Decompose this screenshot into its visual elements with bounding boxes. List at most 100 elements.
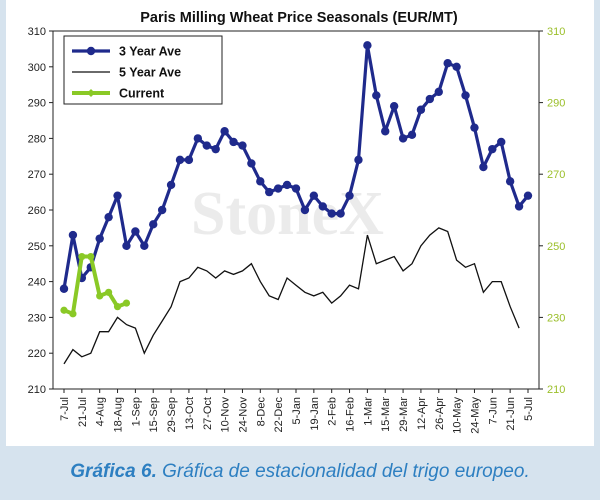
- legend-current-label: Current: [119, 87, 165, 101]
- y-tick-label: 270: [28, 169, 46, 181]
- three-year-ave-point: [104, 212, 113, 222]
- three-year-ave-point: [291, 184, 301, 193]
- x-tick-label: 15-Mar: [380, 397, 392, 432]
- chart-title: Paris Milling Wheat Price Seasonals (EUR…: [140, 10, 458, 26]
- three-year-ave-point: [479, 162, 488, 172]
- series-lines: [59, 41, 533, 365]
- caption-text: Gráfica de estacionalidad del trigo euro…: [162, 461, 530, 482]
- y-tick-label: 210: [28, 384, 46, 396]
- three-year-ave-point: [220, 127, 229, 136]
- three-year-ave-point: [309, 191, 319, 200]
- x-tick-label: 2-Feb: [327, 397, 339, 426]
- three-year-ave-point: [514, 202, 524, 211]
- three-year-ave-point: [282, 180, 292, 190]
- three-year-ave-point: [336, 209, 345, 218]
- legend-three-year-label: 3 Year Ave: [119, 45, 181, 59]
- y2-tick-label: 290: [547, 98, 565, 110]
- three-year-ave-point: [166, 180, 176, 190]
- three-year-ave-point: [363, 41, 372, 50]
- y-tick-label: 260: [28, 205, 46, 217]
- axes: 210 220 230 240 250 260 270 280 290 300 310 210 230 2…: [28, 26, 566, 434]
- x-tick-label: 29-Sep: [166, 397, 178, 432]
- three-year-ave-point: [175, 155, 185, 165]
- legend-three-year-marker: [86, 46, 96, 56]
- current-point: [96, 292, 104, 300]
- three-year-ave-point: [443, 59, 452, 68]
- y-tick-label: 250: [28, 241, 46, 253]
- x-tick-label: 22-Dec: [273, 397, 285, 433]
- three-year-ave-point: [229, 137, 238, 147]
- x-tick-label: 5-Jul: [523, 397, 535, 421]
- x-tick-label: 7-Jun: [487, 397, 499, 425]
- x-tick-label: 21-Jul: [77, 397, 89, 427]
- three-year-ave-point: [452, 62, 461, 71]
- three-year-ave-point: [193, 134, 203, 143]
- y-tick-label: 280: [28, 133, 46, 145]
- stonex-watermark: StoneX: [191, 180, 384, 248]
- three-year-ave-point: [265, 187, 274, 197]
- three-year-ave-point: [327, 209, 336, 218]
- three-year-ave-point: [318, 202, 327, 211]
- current-point: [122, 299, 131, 307]
- x-tick-label: 18-Aug: [113, 397, 125, 432]
- y-tick-label: 230: [28, 312, 46, 324]
- x-tick-label: 12-Apr: [416, 397, 428, 430]
- current-point: [113, 303, 122, 311]
- three-year-ave-point: [497, 137, 506, 147]
- legend-five-year-label: 5 Year Ave: [119, 66, 181, 80]
- three-year-ave-point: [354, 155, 363, 165]
- three-year-ave-point: [140, 241, 149, 250]
- x-tick-label: 10-May: [452, 397, 464, 434]
- three-year-ave-point: [389, 101, 399, 111]
- y2-tick-label: 250: [547, 241, 565, 253]
- x-tick-label: 21-Jun: [505, 397, 517, 431]
- three-year-ave-point: [425, 94, 435, 104]
- three-year-ave-point: [505, 177, 515, 186]
- three-year-ave-point: [416, 105, 426, 114]
- current-point: [105, 288, 113, 296]
- three-year-ave-point: [372, 91, 381, 100]
- y-tick-label: 300: [28, 62, 46, 74]
- legend-current-marker: [87, 89, 95, 97]
- x-tick-label: 15-Sep: [148, 397, 160, 432]
- x-tick-label: 10-Nov: [220, 397, 232, 433]
- three-year-ave-point: [95, 234, 104, 243]
- y2-tick-label: 310: [547, 26, 565, 38]
- three-year-ave-point: [113, 191, 122, 200]
- current-point: [69, 310, 77, 318]
- x-tick-label: 7-Jul: [59, 397, 71, 421]
- x-tick-label: 19-Jan: [309, 397, 321, 431]
- three-year-ave-point: [398, 134, 408, 143]
- x-tick-label: 8-Dec: [255, 397, 267, 427]
- x-tick-label: 24-May: [469, 397, 481, 434]
- current-point: [78, 252, 86, 261]
- three-year-ave-point: [211, 144, 220, 154]
- y-tick-label: 290: [28, 98, 46, 110]
- x-tick-label: 24-Nov: [237, 397, 249, 433]
- three-year-ave-point: [523, 191, 533, 200]
- y-tick-label: 310: [28, 26, 46, 38]
- three-year-ave-point: [157, 205, 167, 215]
- three-year-ave-point: [461, 91, 470, 100]
- chart-svg: StoneX Paris Milling Wheat Price Seasona…: [28, 10, 566, 434]
- x-tick-label: 1-Mar: [362, 397, 374, 426]
- three-year-ave-point: [149, 220, 158, 229]
- three-year-ave-point: [256, 177, 265, 186]
- three-year-ave-point: [273, 184, 283, 193]
- three-year-ave-point: [122, 241, 131, 250]
- caption-lead: Gráfica 6.: [70, 461, 157, 482]
- three-year-ave-point: [488, 144, 497, 154]
- current-point: [60, 306, 68, 314]
- x-tick-label: 27-Oct: [202, 397, 214, 430]
- chart-card: StoneX Paris Milling Wheat Price Seasona…: [6, 0, 594, 446]
- three-year-ave-point: [381, 127, 390, 136]
- x-tick-label: 29-Mar: [398, 397, 410, 432]
- x-tick-label: 26-Apr: [434, 397, 446, 430]
- x-tick-label: 13-Oct: [184, 397, 196, 430]
- x-tick-label: 16-Feb: [345, 397, 357, 432]
- three-year-ave-point: [247, 159, 256, 168]
- three-year-ave-point: [434, 87, 443, 97]
- x-tick-label: 1-Sep: [130, 397, 142, 426]
- x-tick-label: 4-Aug: [95, 397, 107, 426]
